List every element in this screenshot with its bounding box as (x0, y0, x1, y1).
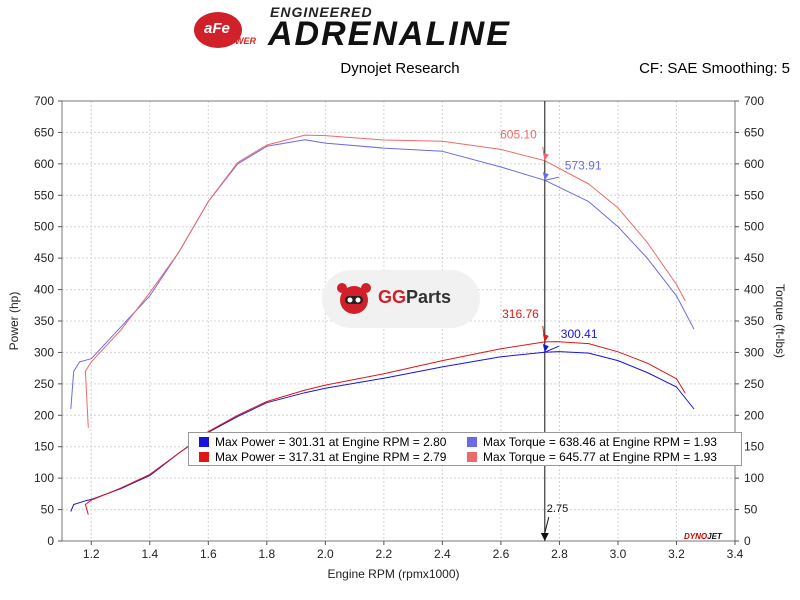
annotation-label: 300.41 (561, 327, 598, 341)
wordmark-gg: GG (378, 287, 407, 307)
y-tick-label: 0 (47, 534, 54, 548)
annotation-label: 316.76 (502, 307, 539, 321)
y-tick-label-right: 400 (744, 283, 764, 297)
y-tick-label-right: 250 (744, 377, 764, 391)
y-tick-label: 400 (34, 283, 54, 297)
legend-swatch (467, 436, 477, 447)
x-tick-label: 3.4 (727, 547, 744, 561)
series-line (84, 134, 686, 428)
legend-item: Max Torque = 645.77 at Engine RPM = 1.93 (467, 449, 717, 464)
axis-layer: 0 0 50 50 100 100 150 150 200 200 250 250 300 300 350 3… (7, 94, 787, 581)
ggparts-wordmark: GGParts (378, 287, 451, 308)
y-tick-label: 700 (34, 94, 54, 108)
annotation-label: 573.91 (565, 158, 602, 172)
legend-swatch (199, 436, 209, 447)
legend-swatch (199, 451, 209, 462)
y-tick-label: 500 (34, 220, 54, 234)
x-tick-label: 1.8 (258, 547, 275, 561)
y-tick-label-right: 50 (744, 503, 758, 517)
legend-label: Max Power = 317.31 at Engine RPM = 2.79 (215, 449, 447, 464)
y-tick-label: 200 (34, 408, 54, 422)
afe-logo-badge: aFe POWER (192, 10, 264, 50)
x-tick-label: 2.4 (434, 547, 451, 561)
y-tick-label-right: 650 (744, 125, 764, 139)
annotation-leader (544, 176, 559, 181)
dynojet-logo: DYNOJET (684, 532, 722, 541)
series-line (70, 139, 695, 410)
legend-label: Max Torque = 638.46 at Engine RPM = 1.93 (483, 434, 717, 449)
y-tick-label: 50 (41, 503, 55, 517)
dynojet-logo-a: DYNO (684, 532, 708, 541)
chart-subtitle-right: CF: SAE Smoothing: 5 (639, 60, 790, 77)
series-layer (70, 134, 695, 515)
series-line (84, 341, 686, 515)
annotation-arrow (542, 152, 549, 161)
y-tick-label-right: 450 (744, 251, 764, 265)
cursor-label: 2.75 (547, 503, 568, 515)
y-tick-label-right: 550 (744, 188, 764, 202)
logo-title: ADRENALINE (268, 15, 511, 53)
y-tick-label: 250 (34, 377, 54, 391)
y-tick-label: 450 (34, 251, 54, 265)
annotation-leader (544, 345, 560, 353)
logo-power-text: POWER (222, 36, 257, 46)
y-tick-label: 300 (34, 345, 54, 359)
y-tick-label-right: 700 (744, 94, 764, 108)
y-tick-label-right: 600 (744, 157, 764, 171)
y-tick-label-right: 500 (744, 220, 764, 234)
legend-item: Max Power = 317.31 at Engine RPM = 2.79 (199, 449, 446, 464)
cursor-pointer (540, 533, 549, 541)
x-tick-label: 3.0 (610, 547, 627, 561)
annotation-arrow (542, 172, 549, 181)
dynojet-logo-b: JET (707, 532, 722, 541)
legend-label: Max Torque = 645.77 at Engine RPM = 1.93 (483, 449, 717, 464)
legend-item: Max Power = 301.31 at Engine RPM = 2.80 (199, 434, 446, 449)
wordmark-parts: Parts (406, 287, 452, 307)
ggparts-watermark: GGParts (322, 270, 480, 328)
y-axis-title-left: Power (hp) (7, 292, 21, 351)
ggparts-mascot-icon (337, 283, 371, 314)
y-tick-label-right: 300 (744, 345, 764, 359)
annotation-arrow (542, 333, 549, 342)
legend-swatch (467, 451, 477, 462)
logo-tagline: ENGINEERED (270, 4, 373, 20)
x-tick-label: 1.2 (83, 547, 100, 561)
annotation-arrow (542, 344, 549, 353)
y-tick-label-right: 150 (744, 440, 764, 454)
y-tick-label-right: 350 (744, 314, 764, 328)
cursor-layer: 2.75 605.10 573.91 316.76 300.41 (500, 101, 602, 541)
chart-legend: Max Power = 301.31 at Engine RPM = 2.80 … (188, 432, 742, 466)
legend-item: Max Torque = 638.46 at Engine RPM = 1.93 (467, 434, 717, 449)
y-tick-label: 600 (34, 157, 54, 171)
x-axis-title: Engine RPM (rpmx1000) (327, 567, 459, 581)
x-tick-label: 2.2 (376, 547, 393, 561)
y-tick-label-right: 0 (744, 534, 751, 548)
annotation-label: 605.10 (500, 128, 537, 142)
y-tick-label: 150 (34, 440, 54, 454)
y-axis-title-right: Torque (ft-lbs) (773, 284, 787, 358)
x-tick-label: 2.8 (551, 547, 568, 561)
y-tick-label: 100 (34, 471, 54, 485)
y-tick-label-right: 200 (744, 408, 764, 422)
x-tick-label: 1.6 (200, 547, 217, 561)
brand-logo: aFe POWER ENGINEERED ADRENALINE (190, 2, 610, 54)
x-tick-label: 1.4 (141, 547, 158, 561)
y-tick-label-right: 100 (744, 471, 764, 485)
afe-badge-shape (194, 12, 242, 48)
x-tick-label: 2.6 (493, 547, 510, 561)
y-tick-label: 650 (34, 125, 54, 139)
x-tick-label: 2.0 (317, 547, 334, 561)
y-tick-label: 550 (34, 188, 54, 202)
y-tick-label: 350 (34, 314, 54, 328)
cursor-leader (544, 516, 550, 534)
chart-subtitle-left: Dynojet Research (340, 60, 460, 77)
legend-label: Max Power = 301.31 at Engine RPM = 2.80 (215, 434, 447, 449)
x-tick-label: 3.2 (668, 547, 685, 561)
logo-brand-text: aFe (204, 20, 230, 37)
